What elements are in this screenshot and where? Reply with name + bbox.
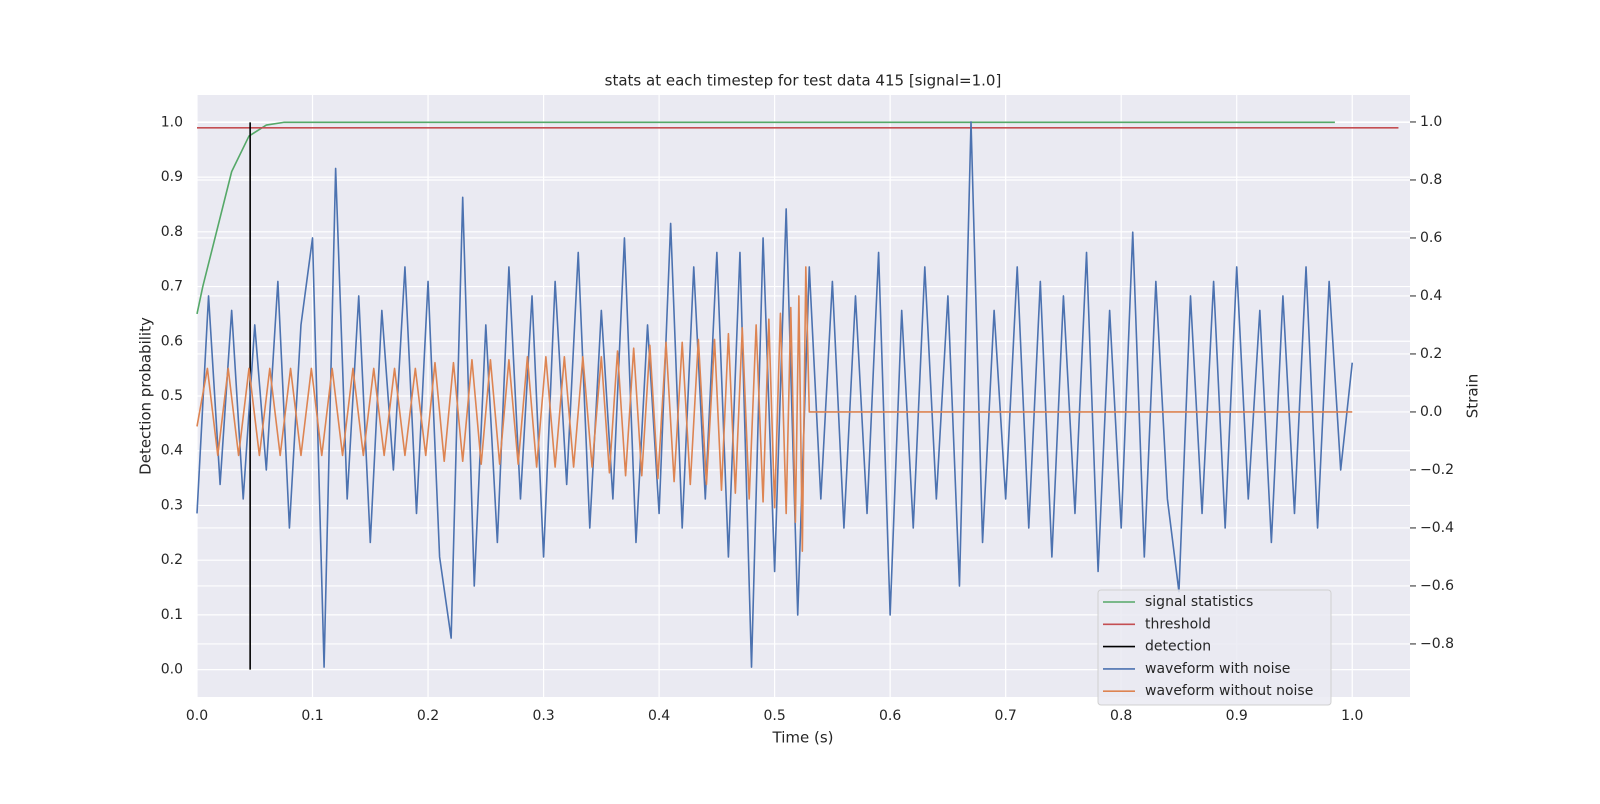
legend-label: waveform without noise <box>1145 683 1313 699</box>
y-axis-label: Detection probability <box>137 317 155 475</box>
y2-tick-label: 0.2 <box>1420 346 1442 362</box>
legend-label: waveform with noise <box>1145 661 1290 677</box>
legend: signal statistics threshold detection wavef… <box>1097 589 1332 706</box>
y2-tick-label: −0.2 <box>1420 462 1454 478</box>
x-tick-label: 0.3 <box>532 708 554 724</box>
y2-tick-label: −0.8 <box>1420 636 1454 652</box>
y2-tick-label: 0.0 <box>1420 404 1442 420</box>
y2-tick-label: 0.6 <box>1420 230 1442 246</box>
lines <box>196 121 1399 670</box>
x-tick-label: 0.8 <box>1110 708 1132 724</box>
y2-tick-label: −0.6 <box>1420 578 1454 594</box>
y-tick-label: 0.0 <box>161 662 183 678</box>
y2-tick-label: 0.8 <box>1420 172 1442 188</box>
axes: 0.0 0.1 0.2 0.3 0.4 0.5 0.6 0.7 0.8 0.9 1.0 0.0 0.1 0… <box>161 114 1454 724</box>
y2-axis-label: Strain <box>1464 374 1482 418</box>
y-tick-label: 0.5 <box>161 388 183 404</box>
y-tick-label: 1.0 <box>161 114 183 130</box>
y-tick-label: 0.2 <box>161 552 183 568</box>
y2-tick-label: 1.0 <box>1420 114 1442 130</box>
y-tick-label: 0.7 <box>161 279 183 295</box>
x-axis-label: Time (s) <box>772 729 834 747</box>
x-tick-label: 0.0 <box>186 708 208 724</box>
series-line <box>196 266 1353 552</box>
series-line <box>196 121 1335 315</box>
y-tick-label: 0.9 <box>161 169 183 185</box>
y-tick-label: 0.4 <box>161 443 183 459</box>
x-tick-label: 0.9 <box>1226 708 1248 724</box>
x-tick-label: 0.5 <box>763 708 785 724</box>
x-tick-label: 0.2 <box>417 708 439 724</box>
legend-box <box>1097 589 1332 706</box>
legend-label: detection <box>1145 639 1211 655</box>
y-tick-label: 0.1 <box>161 607 183 623</box>
x-tick-label: 0.6 <box>879 708 901 724</box>
y-tick-label: 0.3 <box>161 497 183 513</box>
x-tick-label: 1.0 <box>1341 708 1363 724</box>
legend-label: threshold <box>1145 616 1211 632</box>
y2-tick-label: 0.4 <box>1420 288 1442 304</box>
x-tick-label: 0.1 <box>301 708 323 724</box>
y2-tick-label: −0.4 <box>1420 520 1454 536</box>
y-tick-label: 0.6 <box>161 333 183 349</box>
legend-label: signal statistics <box>1145 594 1253 610</box>
x-tick-label: 0.4 <box>648 708 670 724</box>
y-tick-label: 0.8 <box>161 224 183 240</box>
x-tick-label: 0.7 <box>995 708 1017 724</box>
chart-title: stats at each timestep for test data 415… <box>605 72 1002 90</box>
